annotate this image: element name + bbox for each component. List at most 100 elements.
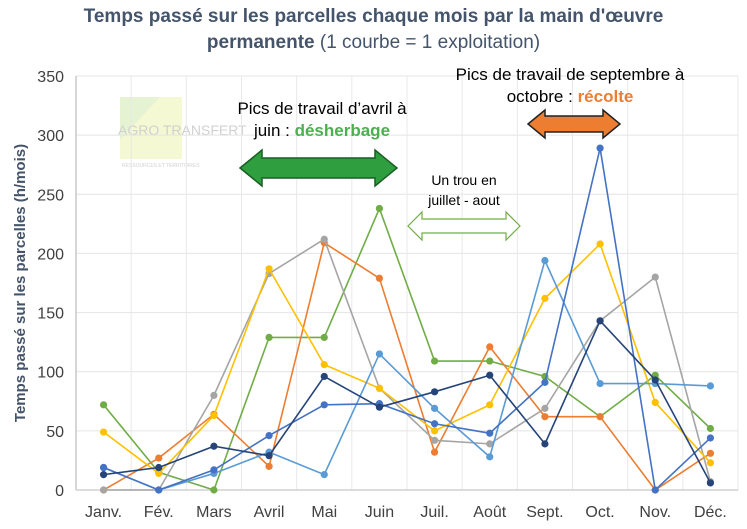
data-point — [99, 401, 108, 409]
data-point — [375, 204, 384, 213]
x-tick-label: Août — [473, 504, 506, 521]
y-tick-label: 250 — [37, 187, 64, 204]
data-point — [265, 431, 273, 440]
series-line — [103, 258, 711, 491]
data-point — [541, 404, 549, 412]
x-tick-label: Fév. — [144, 504, 174, 521]
y-tick-label: 0 — [55, 483, 64, 500]
data-point — [706, 449, 715, 457]
y-axis-label: Temps passé sur les parcelles (h/mois) — [12, 144, 29, 422]
series-line — [103, 242, 712, 475]
data-point — [375, 403, 384, 411]
data-point — [265, 265, 273, 273]
data-point — [430, 388, 439, 396]
data-point — [320, 372, 328, 381]
y-tick-label: 350 — [37, 69, 64, 86]
data-point — [706, 424, 715, 433]
autumn-arrow — [526, 108, 622, 140]
svg-text:AGRO TRANSFERT: AGRO TRANSFERT — [118, 122, 247, 138]
data-point — [320, 471, 328, 479]
data-point — [210, 466, 218, 474]
data-point — [541, 256, 549, 265]
data-point — [541, 440, 549, 448]
data-point — [486, 429, 494, 437]
data-point — [320, 361, 328, 369]
x-tick-label: Mai — [311, 504, 337, 521]
data-point — [596, 413, 604, 421]
data-point — [210, 442, 218, 450]
x-tick-label: Nov. — [639, 504, 671, 521]
data-point — [486, 357, 494, 365]
data-point — [210, 486, 218, 494]
agro-transfert-logo: AGRO TRANSFERT RESSOURCES ET TERRITOIRES — [118, 97, 247, 169]
chart-title: Temps passé sur les parcelles chaque moi… — [83, 6, 664, 53]
data-point — [320, 401, 328, 409]
data-point — [320, 235, 328, 243]
y-tick-label: 150 — [37, 306, 64, 323]
data-point — [651, 376, 659, 384]
data-point — [541, 378, 549, 386]
y-tick-label: 100 — [37, 365, 64, 382]
series-line — [103, 147, 711, 492]
x-tick-label: Juin — [365, 504, 394, 521]
series-4 — [99, 240, 715, 478]
data-point — [541, 413, 549, 421]
gap-annotation: Un trou en juillet - aout — [428, 172, 500, 208]
x-tick-label: Juil. — [420, 504, 448, 521]
data-point — [706, 459, 715, 467]
data-point — [651, 486, 659, 494]
data-point — [155, 454, 163, 462]
data-point — [210, 391, 218, 399]
data-point — [430, 357, 439, 365]
data-point — [596, 379, 604, 388]
data-point — [265, 452, 273, 460]
autumn-annotation: Pics de travail de septembre à octobre :… — [455, 65, 685, 106]
x-tick-label: Déc. — [694, 504, 727, 521]
spring-arrow — [238, 148, 399, 188]
data-point — [430, 436, 439, 444]
data-point — [541, 294, 549, 302]
data-point — [265, 462, 273, 470]
y-tick-label: 200 — [37, 246, 64, 263]
data-point — [651, 398, 659, 407]
data-point — [210, 411, 218, 420]
data-point — [99, 486, 108, 494]
y-tick-label: 300 — [37, 128, 64, 145]
data-point — [486, 343, 494, 351]
data-point — [375, 384, 384, 392]
data-point — [596, 317, 604, 325]
data-point — [430, 448, 439, 456]
x-tick-label: Sept. — [526, 504, 563, 521]
data-point — [486, 453, 494, 461]
data-point — [430, 404, 439, 412]
data-point — [265, 333, 273, 342]
gap-arrow — [407, 210, 521, 242]
data-point — [706, 479, 715, 487]
data-point — [596, 240, 604, 248]
data-point — [320, 333, 328, 342]
data-point — [486, 440, 494, 448]
x-tick-label: Mars — [196, 504, 232, 521]
x-tick-label: Janv. — [85, 504, 122, 521]
data-point — [706, 382, 715, 390]
data-point — [486, 371, 494, 379]
x-tick-label: Oct. — [585, 504, 614, 521]
data-point — [596, 144, 604, 152]
data-point — [430, 427, 439, 435]
data-point — [99, 471, 108, 479]
x-tick-label: Avril — [254, 504, 285, 521]
series-line — [102, 206, 711, 491]
series-7 — [99, 317, 715, 487]
data-point — [155, 463, 163, 472]
data-point — [375, 274, 384, 282]
spring-annotation: Pics de travail d’avril à juin : désherb… — [237, 99, 407, 140]
series-line — [103, 319, 712, 484]
data-point — [99, 428, 108, 436]
series-line — [103, 241, 711, 492]
data-point — [486, 401, 494, 409]
y-tick-label: 50 — [46, 424, 64, 441]
data-point — [375, 350, 384, 358]
data-point — [430, 420, 439, 428]
